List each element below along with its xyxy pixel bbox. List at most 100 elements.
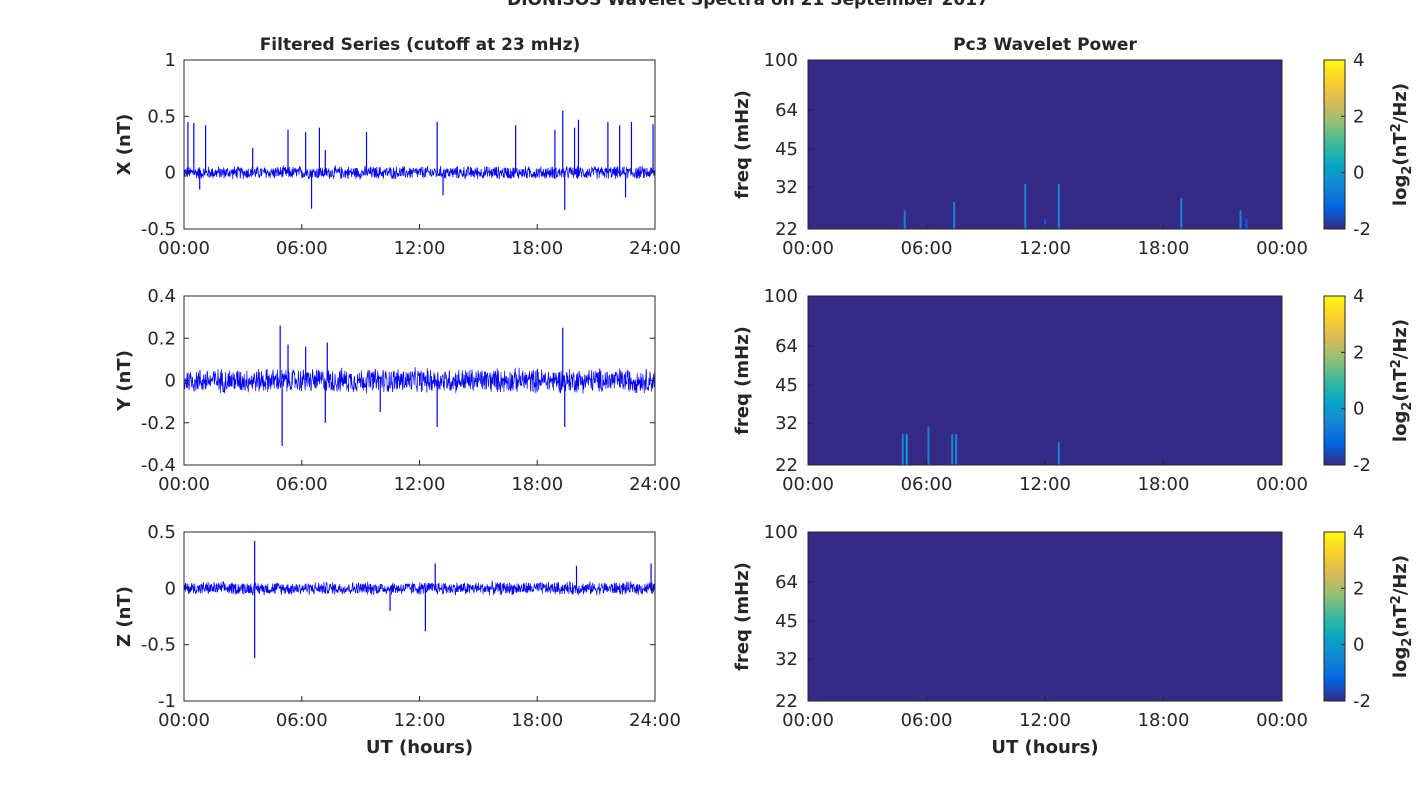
x-tick-label: 06:00 [276,474,328,495]
y-tick-label: 22 [775,455,798,476]
x-tick-label: 00:00 [1256,710,1308,731]
y-tick-label: 0.5 [147,522,176,543]
power-event-streak [951,434,954,465]
x-tick-label: 06:00 [901,710,953,731]
power-event-streak [953,202,956,229]
y-axis-label: freq (mHz) [732,562,753,671]
x-tick-label: 18:00 [511,474,563,495]
y-tick-label: 45 [775,375,798,396]
x-axis-label: UT (hours) [991,737,1098,758]
y-tick-label: 0.2 [147,328,176,349]
y-axis-label: freq (mHz) [732,326,753,435]
trace-noise-line [183,367,656,394]
colorbar-tick-label: 4 [1353,286,1364,307]
x-tick-label: 00:00 [158,238,210,259]
y-tick-label: 0 [165,578,176,599]
x-tick-label: 18:00 [511,238,563,259]
power-event-streak [1024,183,1027,229]
power-event-streak [901,434,904,465]
y-tick-label: 100 [764,286,798,307]
colorbar-tick-label: 2 [1353,106,1364,127]
x-tick-label: 12:00 [394,710,446,731]
trace-noise-line [183,165,656,180]
y-tick-label: 45 [775,139,798,160]
colorbar-label: log2(nT2/Hz) [1389,555,1415,678]
y-tick-label: 22 [775,219,798,240]
power-event-streak [905,434,908,465]
colorbar-tick-label: 0 [1353,163,1364,184]
colorbar-label-part: /Hz) [1390,83,1411,123]
panels-group: 10.50-0.500:00 06:00 12:00 18:00 24:00X (nT)… [114,50,1415,758]
y-tick-label: -0.5 [141,635,176,656]
colorbar-tick-label: 0 [1353,635,1364,656]
colorbar-label-part: /Hz) [1390,555,1411,595]
x-tick-label: 12:00 [1019,474,1071,495]
colorbar [1323,531,1346,702]
y-axis-label: Z (nT) [114,586,135,647]
plot-area [184,532,655,701]
colorbar-label-part: 2 [1389,595,1404,604]
x-tick-label: 00:00 [158,474,210,495]
colorbar-label-part: 2 [1400,638,1415,647]
x-tick-label: 18:00 [511,710,563,731]
power-event-streak [1057,183,1060,229]
colorbar-tick-label: -2 [1353,691,1371,712]
power-background [808,532,1282,701]
y-tick-label: 45 [775,611,798,632]
power-event-streak [927,426,930,465]
y-axis-label: Y (nT) [114,350,135,412]
power-event-streak [1239,210,1242,229]
x-tick-label: 00:00 [782,710,834,731]
colorbar-label-part: 2 [1389,123,1404,132]
x-tick-label: 18:00 [1138,238,1190,259]
x-tick-label: 06:00 [901,474,953,495]
figure-suptitle: DIONISOS Wavelet Spectra on 21 September… [507,0,989,10]
y-tick-label: -1 [158,691,176,712]
y-tick-label: 32 [775,413,798,434]
x-tick-label: 18:00 [1138,710,1190,731]
y-tick-label: 0.5 [147,106,176,127]
power-event-streak [1057,442,1060,465]
x-tick-label: 12:00 [394,474,446,495]
x-tick-label: 06:00 [276,710,328,731]
colorbar [1323,295,1346,466]
y-tick-label: 64 [775,100,798,121]
x-tick-label: 00:00 [782,238,834,259]
x-tick-label: 24:00 [629,238,681,259]
plot-area [184,60,655,229]
y-axis-label: X (nT) [114,114,135,176]
y-tick-label: 32 [775,177,798,198]
y-tick-label: 64 [775,336,798,357]
colorbar-tick-label: 2 [1353,342,1364,363]
power-event-streak [1245,219,1248,229]
x-axis-label: UT (hours) [366,737,473,758]
y-axis-label: freq (mHz) [732,90,753,199]
colorbar-label-part: /Hz) [1390,319,1411,359]
colorbar-tick-label: -2 [1353,455,1371,476]
colorbar-label-part: 2 [1389,359,1404,368]
power-event-streak [1180,198,1183,229]
left-column-title: Filtered Series (cutoff at 23 mHz) [260,35,581,55]
x-tick-label: 12:00 [1019,710,1071,731]
colorbar-label-part: 2 [1400,166,1415,175]
colorbar-label: log2(nT2/Hz) [1389,319,1415,442]
power-background [808,296,1282,465]
x-tick-label: 06:00 [276,238,328,259]
colorbar-tick-label: 2 [1353,578,1364,599]
colorbar-label-part: (nT [1390,604,1411,638]
y-tick-label: -0.2 [141,413,176,434]
y-tick-label: -0.5 [141,219,176,240]
x-tick-label: 24:00 [629,710,681,731]
colorbar-label-part: log [1390,175,1411,206]
x-tick-label: 12:00 [1019,238,1071,259]
colorbar-label-part: (nT [1390,368,1411,402]
colorbar-tick-label: -2 [1353,219,1371,240]
y-tick-label: -0.4 [141,455,176,476]
x-tick-label: 00:00 [1256,474,1308,495]
x-tick-label: 00:00 [158,710,210,731]
x-tick-label: 24:00 [629,474,681,495]
y-tick-label: 0 [165,371,176,392]
y-tick-label: 100 [764,522,798,543]
colorbar-label-part: log [1390,411,1411,442]
